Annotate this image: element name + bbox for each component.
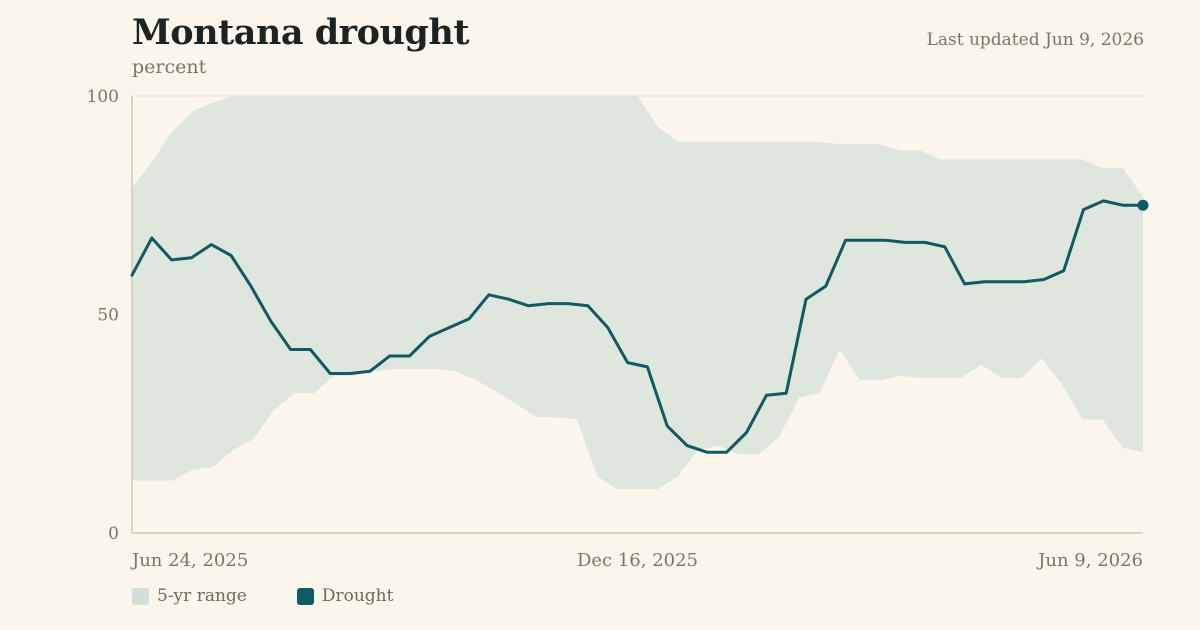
- y-axis-ticks: 0 50 100: [87, 87, 119, 544]
- x-tick-label: Jun 9, 2026: [1036, 550, 1143, 571]
- y-tick-label: 100: [87, 87, 119, 107]
- x-tick-label: Dec 16, 2025: [577, 550, 698, 571]
- legend-item-range: 5-yr range: [132, 586, 247, 606]
- drought-swatch: [296, 587, 314, 605]
- drought-endpoint: [1137, 199, 1149, 211]
- y-tick-label: 50: [97, 306, 119, 326]
- drought-line: [130, 199, 1145, 454]
- x-axis-ticks: Jun 24, 2025 Dec 16, 2025 Jun 9, 2026: [130, 550, 1143, 571]
- range-band-layer: [132, 96, 1143, 490]
- legend-item-drought: Drought: [296, 586, 394, 606]
- drought-line-layer: [130, 199, 1149, 454]
- legend: 5-yr range Drought: [132, 586, 443, 606]
- legend-label-range: 5-yr range: [157, 586, 247, 606]
- last-updated-label: Last updated Jun 9, 2026: [926, 30, 1144, 50]
- range-band: [132, 96, 1143, 490]
- chart-title: Montana drought: [132, 12, 469, 53]
- x-tick-label: Jun 24, 2025: [130, 550, 248, 571]
- legend-label-drought: Drought: [321, 586, 394, 606]
- y-tick-label: 0: [108, 524, 119, 544]
- grid-layer: [131, 95, 1143, 534]
- range-swatch: [132, 587, 149, 605]
- chart-subtitle: percent: [132, 56, 207, 78]
